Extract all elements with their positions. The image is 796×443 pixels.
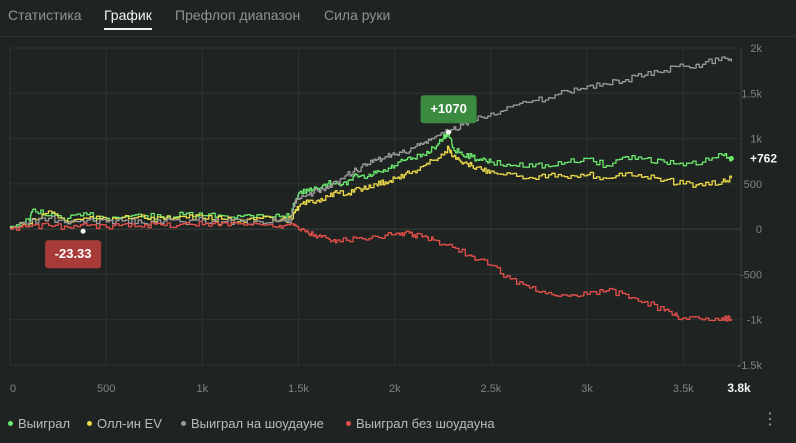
y-tick-label: 1k (750, 134, 762, 146)
legend-dot-icon (181, 421, 186, 427)
x-tick-label: 2.5k (481, 383, 502, 395)
annotation-point (80, 228, 86, 234)
legend-label: Выиграл без шоудауна (356, 416, 495, 431)
end-value-label: +762 (750, 151, 777, 165)
legend-dot-icon (87, 421, 92, 427)
legend-item-showdown[interactable]: Выиграл на шоудауне (181, 416, 324, 431)
tab-graph[interactable]: График (104, 7, 152, 30)
x-tick-label: 500 (97, 383, 115, 395)
series-line (10, 145, 733, 228)
x-tick-label: 0 (10, 383, 16, 395)
x-tick-label: 2k (389, 383, 401, 395)
y-tick-label: 0 (756, 224, 762, 236)
x-tick-label: 3k (581, 383, 593, 395)
legend-item-won[interactable]: Выиграл (8, 416, 70, 431)
vertical-dots-icon[interactable]: ⋮ (762, 411, 778, 428)
annotation-point (446, 129, 452, 135)
chart-legend: Выиграл Олл-ин EV Выиграл на шоудауне Вы… (0, 410, 796, 436)
x-tick-label: 1.5k (288, 383, 309, 395)
legend-dot-icon (8, 421, 13, 427)
annotation-badge (420, 95, 477, 124)
legend-item-allin-ev[interactable]: Олл-ин EV (87, 416, 162, 431)
y-tick-label: 1.5k (741, 88, 762, 100)
tab-hand-strength[interactable]: Сила руки (324, 7, 391, 23)
y-tick-label: -500 (740, 269, 762, 281)
x-tick-label: 3.8k (727, 381, 751, 395)
tab-preflop-range[interactable]: Префлоп диапазон (175, 7, 301, 23)
x-tick-label: 1k (197, 383, 209, 395)
legend-item-non-showdown[interactable]: Выиграл без шоудауна (346, 416, 495, 431)
annotation-badge (45, 240, 102, 269)
legend-label: Выиграл на шоудауне (191, 416, 324, 431)
y-tick-label: -1.5k (738, 360, 763, 372)
series-end-point (728, 155, 734, 161)
legend-dot-icon (346, 421, 351, 427)
legend-label: Олл-ин EV (97, 416, 162, 431)
tab-statistics[interactable]: Статистика (8, 7, 82, 23)
series-line (10, 220, 733, 322)
annotation-label: -23.33 (55, 246, 92, 261)
y-tick-label: 2k (750, 43, 762, 55)
tab-bar: Статистика График Префлоп диапазон Сила … (0, 0, 796, 37)
series-line (10, 56, 733, 229)
annotation-label: +1070 (430, 101, 467, 116)
x-tick-label: 3.5k (673, 383, 694, 395)
legend-label: Выиграл (18, 416, 71, 431)
y-tick-label: 500 (744, 179, 762, 191)
winnings-chart[interactable]: 2k 1.5k 1k 500 0 -500 -1k -1.5k 0 500 1k 1.5k 2k 2.5k… (0, 37, 796, 409)
series-line (10, 131, 733, 228)
y-tick-label: -1k (747, 315, 763, 327)
